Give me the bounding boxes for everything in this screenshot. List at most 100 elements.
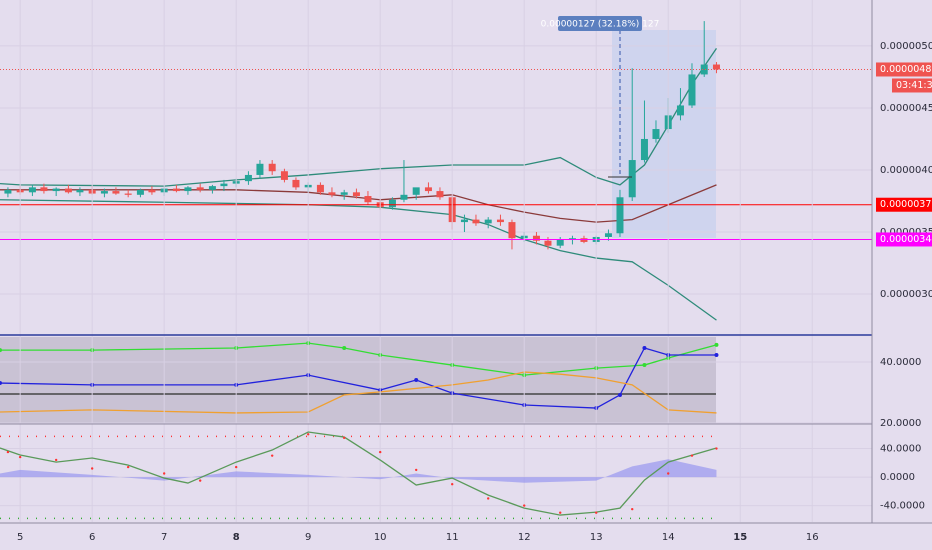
candle-body bbox=[676, 105, 684, 116]
candle-body bbox=[256, 163, 264, 175]
candle-body bbox=[76, 189, 84, 193]
candle-body bbox=[580, 238, 588, 242]
x-tick-label: 16 bbox=[806, 532, 819, 543]
candle-body bbox=[52, 188, 60, 192]
candle-body bbox=[280, 171, 288, 180]
candle-body bbox=[688, 74, 696, 106]
series-marker bbox=[414, 378, 419, 382]
signal-dot bbox=[487, 497, 490, 500]
candle-body bbox=[220, 183, 228, 187]
candle-body bbox=[28, 187, 36, 193]
candle-body bbox=[112, 191, 120, 194]
y-tick-label: -40.0000 bbox=[880, 501, 925, 512]
x-tick-label: 7 bbox=[161, 532, 167, 543]
x-tick-label: 13 bbox=[590, 532, 603, 543]
candle-body bbox=[124, 193, 132, 195]
signal-dot bbox=[451, 482, 454, 486]
y-tick-label: 0.0000 bbox=[880, 472, 915, 483]
signal-dot bbox=[715, 447, 718, 450]
candle-body bbox=[460, 219, 468, 223]
candle-body bbox=[604, 233, 612, 237]
candle-body bbox=[244, 174, 252, 182]
signal-dot bbox=[523, 504, 526, 507]
signal-dot bbox=[6, 450, 10, 454]
x-tick-label: 12 bbox=[518, 532, 531, 543]
candle-body bbox=[328, 192, 336, 195]
signal-dot bbox=[270, 454, 274, 457]
candle-body bbox=[136, 189, 144, 195]
candle-body bbox=[364, 196, 372, 203]
signal-dot bbox=[54, 458, 58, 462]
signal-dot bbox=[378, 450, 382, 454]
candle-body bbox=[640, 138, 648, 161]
candle-body bbox=[4, 189, 12, 194]
signal-dot bbox=[198, 479, 202, 482]
candle-body bbox=[568, 238, 576, 240]
candle-body bbox=[100, 191, 108, 194]
candle-body bbox=[64, 188, 72, 193]
candle-body bbox=[700, 64, 708, 75]
series-marker bbox=[642, 363, 647, 368]
series-line bbox=[0, 342, 717, 376]
signal-dot bbox=[690, 454, 694, 457]
candle-body bbox=[472, 219, 480, 224]
x-tick-label: 6 bbox=[89, 532, 95, 543]
candle-body bbox=[292, 179, 300, 188]
candle-body bbox=[316, 184, 324, 193]
price-tag-label: 0.00000481 bbox=[880, 64, 932, 75]
x-tick-label: 8 bbox=[233, 532, 240, 543]
candle-body bbox=[184, 187, 192, 192]
measure-area bbox=[612, 30, 716, 238]
candle-body bbox=[196, 187, 204, 190]
price-tag bbox=[876, 197, 932, 212]
candle-body bbox=[412, 187, 420, 195]
y-tick-label: 40.0000 bbox=[880, 357, 921, 368]
candle-body bbox=[340, 192, 348, 195]
candle-body bbox=[436, 191, 444, 198]
candle-body bbox=[268, 163, 276, 172]
signal-dot bbox=[18, 455, 22, 459]
candle-body bbox=[388, 199, 396, 208]
candle-body bbox=[628, 160, 636, 198]
signal-dot bbox=[342, 436, 346, 440]
x-tick-label: 9 bbox=[305, 532, 311, 543]
candle-body bbox=[496, 219, 504, 223]
series-line bbox=[0, 371, 717, 414]
candle-body bbox=[652, 129, 660, 139]
candle-body bbox=[400, 194, 408, 200]
y-tick-label: 20.0000 bbox=[880, 418, 921, 429]
series-marker bbox=[642, 345, 647, 350]
candle-body bbox=[40, 187, 48, 192]
x-tick-label: 15 bbox=[733, 532, 747, 543]
signal-dot bbox=[90, 467, 94, 470]
countdown-label: 03:41:37 bbox=[896, 80, 932, 91]
signal-dot bbox=[234, 465, 238, 469]
candle-body bbox=[208, 186, 216, 190]
signal-dot bbox=[162, 472, 166, 475]
price-tag bbox=[876, 62, 932, 77]
candle-body bbox=[148, 189, 156, 193]
price-tag-label: 0.00000344 bbox=[880, 234, 932, 245]
x-tick-label: 14 bbox=[662, 532, 675, 543]
measure-label-box bbox=[558, 16, 642, 31]
candle-body bbox=[352, 192, 360, 197]
x-tick-label: 11 bbox=[446, 532, 459, 543]
signal-dot bbox=[595, 511, 598, 514]
candle-body bbox=[172, 188, 180, 192]
signal-dot bbox=[559, 511, 562, 514]
signal-dot bbox=[667, 472, 670, 475]
series-marker bbox=[714, 342, 719, 347]
x-tick-label: 5 bbox=[17, 532, 23, 543]
measure-label: 0.00000127 (32.18%) 127 bbox=[541, 20, 660, 30]
price-tag bbox=[876, 232, 932, 247]
candle-body bbox=[484, 219, 492, 224]
series-marker bbox=[0, 381, 2, 386]
candle-body bbox=[424, 187, 432, 192]
signal-dot bbox=[631, 507, 634, 511]
